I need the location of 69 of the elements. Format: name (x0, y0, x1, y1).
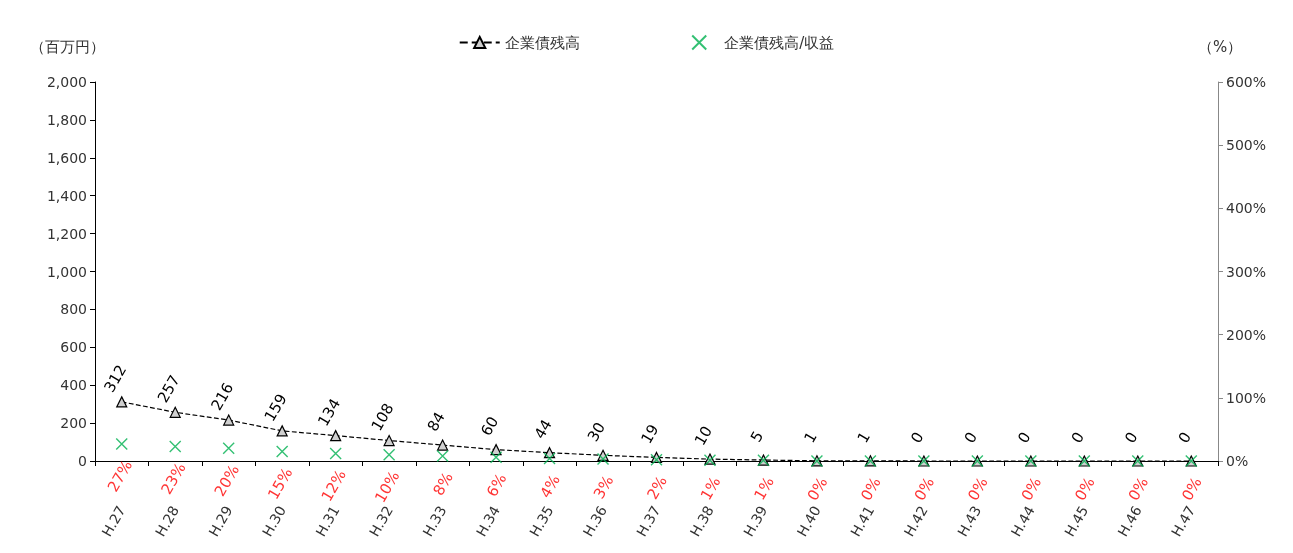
y2-tick-label: 200% (1226, 326, 1267, 343)
y-tick-label: 1,400 (46, 187, 87, 204)
data-label: 0% (964, 474, 992, 504)
point (275, 445, 289, 458)
y2-tick-label: 400% (1226, 200, 1267, 217)
legend-label: 企業債残高/収益 (724, 33, 835, 52)
y2-axis-title: （%） (1198, 37, 1243, 56)
point (329, 447, 342, 460)
data-label: 8% (429, 469, 457, 499)
data-label: 0 (1014, 429, 1035, 447)
data-label: 1% (696, 473, 725, 504)
data-label: 2% (643, 472, 671, 503)
point (489, 451, 503, 464)
data-label: 0% (1178, 474, 1206, 504)
point (169, 440, 182, 453)
y-tick-label: 1,200 (46, 225, 87, 242)
data-label: 6% (482, 470, 511, 501)
data-label: 60 (477, 413, 503, 440)
data-label: 1 (853, 428, 875, 447)
y-tick-label: 2,000 (46, 74, 87, 90)
data-label: 0% (1017, 474, 1046, 504)
y-tick-label: 1,000 (46, 263, 87, 280)
y-axis-title: （百万円） (30, 37, 105, 56)
y2-tick-label: 600% (1226, 74, 1267, 90)
data-label: 0 (960, 429, 982, 447)
data-label: 1 (800, 428, 821, 447)
point (382, 448, 396, 461)
y2-tick-label: 100% (1226, 389, 1267, 406)
data-label: 44 (530, 416, 556, 443)
data-label: 0% (910, 474, 939, 504)
y2-tick-label: 300% (1226, 263, 1267, 280)
y2-tick-label: 0% (1226, 453, 1249, 469)
point (543, 452, 556, 465)
data-label: 30 (583, 419, 610, 445)
data-label: 84 (423, 408, 449, 435)
data-label: 5 (746, 428, 768, 446)
point (276, 425, 288, 437)
point (223, 414, 235, 426)
y-tick-label: 600 (60, 339, 87, 356)
data-label: 0% (803, 474, 832, 504)
point (169, 406, 181, 418)
data-label: 0 (907, 429, 928, 447)
point (596, 452, 610, 466)
y-tick-label: 800 (60, 301, 87, 318)
data-label: 19 (637, 421, 663, 447)
data-label: 0 (1174, 429, 1195, 447)
data-label: 3% (589, 472, 618, 502)
data-label: 0 (1067, 429, 1088, 447)
y-tick-label: 1,800 (46, 111, 87, 128)
point (436, 449, 449, 463)
y-tick-label: 400 (60, 377, 87, 394)
y-tick-label: 200 (60, 415, 87, 432)
data-label: 0% (1071, 474, 1099, 504)
point (222, 442, 235, 455)
point (116, 396, 128, 408)
y2-tick-label: 500% (1226, 137, 1267, 154)
data-label: 0 (1121, 429, 1142, 447)
point (437, 439, 449, 451)
data-label: 4% (536, 471, 564, 502)
data-label: 0% (1124, 474, 1153, 504)
data-label: 1% (750, 473, 778, 504)
point (330, 430, 342, 442)
point (383, 434, 395, 447)
legend-label: 企業債残高 (504, 33, 580, 52)
y-tick-label: 0 (78, 453, 87, 469)
y-tick-label: 1,600 (46, 149, 87, 166)
data-label: 0% (857, 474, 885, 504)
data-label: 10 (690, 422, 717, 449)
point (115, 437, 128, 451)
